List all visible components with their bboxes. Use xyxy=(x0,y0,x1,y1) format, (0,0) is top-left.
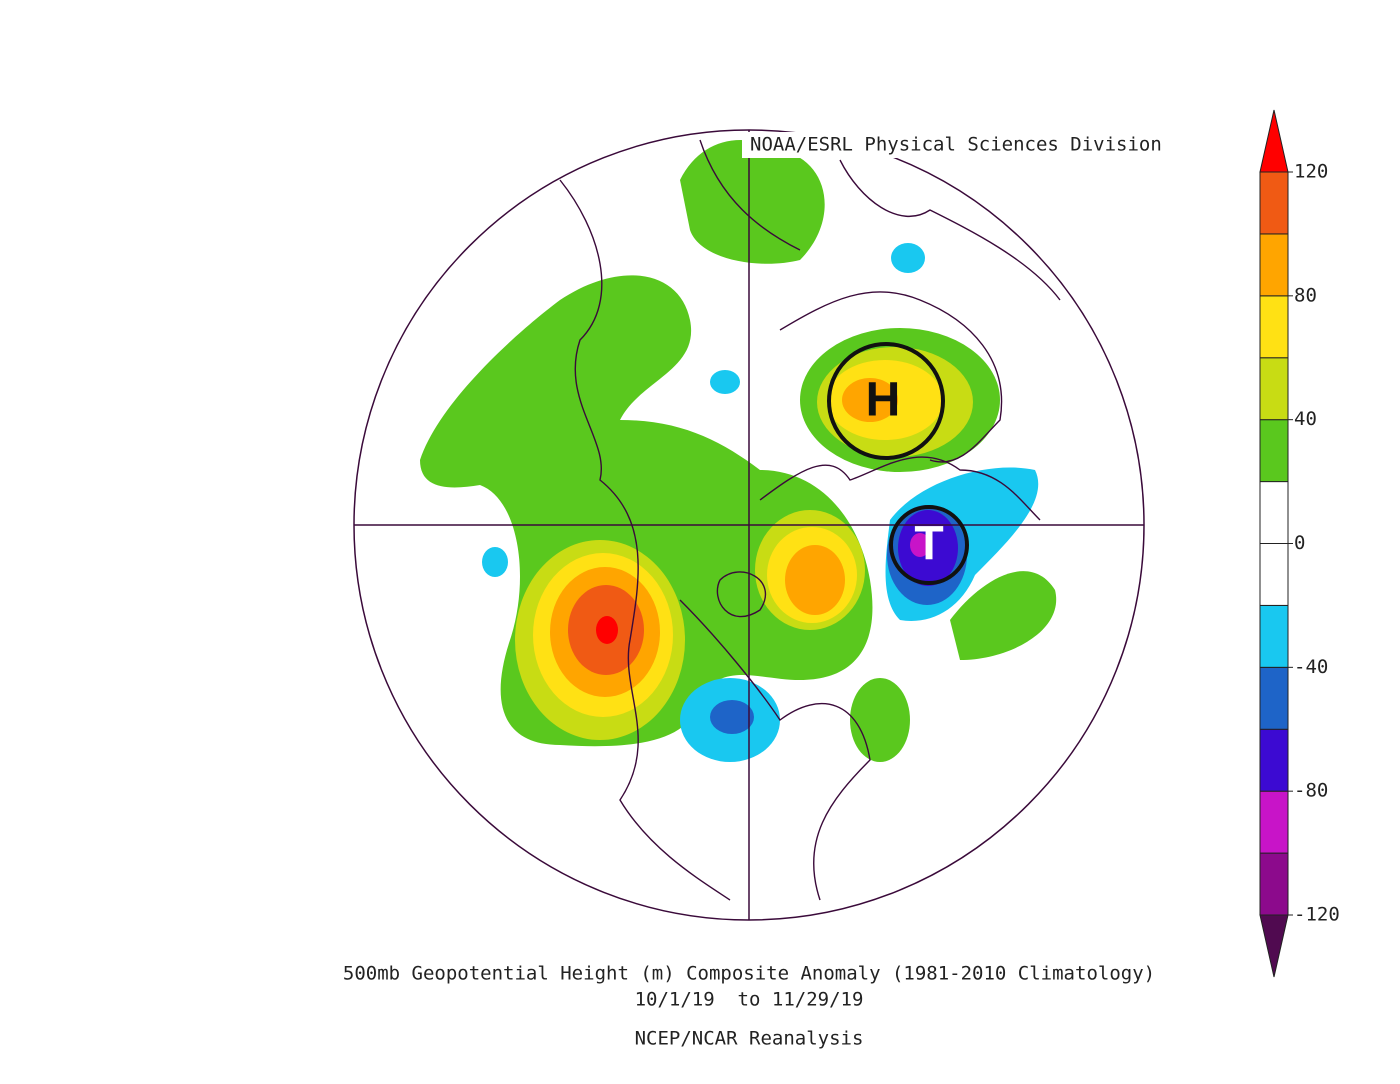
negative-anomaly xyxy=(891,243,925,273)
colorbar-tick-label: -80 xyxy=(1294,780,1328,802)
coastline xyxy=(559,139,1061,901)
colorbar-band xyxy=(1259,666,1289,730)
colorbar-over xyxy=(1259,109,1289,173)
low-marker xyxy=(889,505,969,585)
colorbar-tick-label: 120 xyxy=(1294,161,1328,183)
colorbar-band xyxy=(1259,295,1289,359)
colorbar-band xyxy=(1259,728,1289,792)
positive-anomaly xyxy=(680,140,825,264)
positive-anomaly xyxy=(842,378,898,422)
positive-anomaly xyxy=(785,545,845,615)
positive-anomaly xyxy=(950,571,1057,660)
negative-anomaly xyxy=(710,700,754,734)
colorbar-band xyxy=(1259,604,1289,668)
colorbar-tick-label: 80 xyxy=(1294,284,1317,306)
colorbar-band xyxy=(1259,233,1289,297)
positive-anomaly xyxy=(596,616,618,644)
anomaly-field xyxy=(420,139,1061,901)
high-label: H xyxy=(866,374,901,427)
colorbar-band xyxy=(1259,419,1289,483)
source: NCEP/NCAR Reanalysis xyxy=(635,1028,864,1050)
colorbar: -120 -80 -40 0 40 80 120 xyxy=(1259,109,1340,978)
colorbar-band xyxy=(1259,481,1289,545)
colorbar-band xyxy=(1259,543,1289,606)
colorbar-tick-label: 40 xyxy=(1294,408,1317,430)
colorbar-band xyxy=(1259,357,1289,421)
title: 500mb Geopotential Height (m) Composite … xyxy=(343,963,1155,985)
colorbar-under xyxy=(1259,914,1289,978)
credit-background xyxy=(742,132,1142,158)
credit: NOAA/ESRL Physical Sciences Division xyxy=(750,134,1162,156)
colorbar-band xyxy=(1259,852,1289,916)
colorbar-tick-label: -120 xyxy=(1294,904,1340,926)
colorbar-band xyxy=(1259,171,1289,235)
date-range: 10/1/19 to 11/29/19 xyxy=(635,989,864,1011)
negative-anomaly xyxy=(910,533,930,557)
negative-anomaly xyxy=(710,370,740,394)
low-label: T xyxy=(914,518,943,571)
colorbar-tick-label: -40 xyxy=(1294,656,1328,678)
negative-anomaly xyxy=(482,547,508,577)
colorbar-band xyxy=(1259,790,1289,854)
positive-anomaly xyxy=(850,678,910,762)
high-marker xyxy=(827,342,945,460)
colorbar-tick-label: 0 xyxy=(1294,532,1305,554)
